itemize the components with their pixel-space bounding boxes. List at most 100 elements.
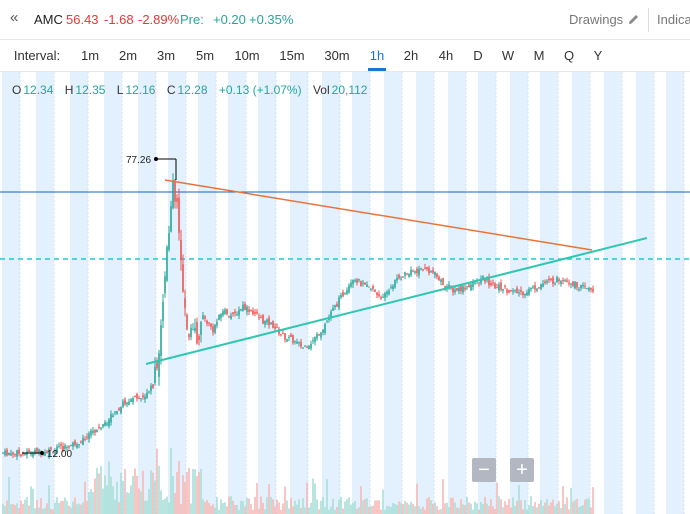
candle-body xyxy=(206,320,208,325)
zoom-out-button[interactable]: − xyxy=(472,458,496,482)
candle-body xyxy=(152,384,154,388)
drawings-button[interactable]: Drawings xyxy=(569,12,624,27)
candle-body xyxy=(384,293,386,298)
interval-1m[interactable]: 1m xyxy=(80,48,100,63)
interval-y[interactable]: Y xyxy=(593,48,603,63)
interval-2h[interactable]: 2h xyxy=(403,48,419,63)
candle-body xyxy=(410,269,412,276)
candle-body xyxy=(316,334,318,339)
price-chart[interactable]: 77.26 12.00 xyxy=(0,72,690,514)
interval-15m[interactable]: 15m xyxy=(279,48,305,63)
zoom-in-button[interactable]: + xyxy=(510,458,534,482)
volume-bar xyxy=(446,502,448,514)
interval-30m[interactable]: 30m xyxy=(324,48,350,63)
candle-body xyxy=(346,290,348,294)
volume-bar xyxy=(522,509,524,514)
interval-label: Interval: xyxy=(13,48,61,63)
volume-bar xyxy=(566,497,568,514)
volume-bar xyxy=(428,497,430,514)
upper-trendline[interactable] xyxy=(164,179,593,251)
volume-bar xyxy=(282,503,284,514)
candle-body xyxy=(250,310,252,312)
candle-body xyxy=(272,320,274,328)
volume-bar xyxy=(266,497,268,514)
pre-market-change-pct: +0.35% xyxy=(249,12,294,27)
lower-trendline[interactable] xyxy=(145,237,648,365)
volume-bar xyxy=(562,485,564,514)
interval-1h[interactable]: 1h xyxy=(369,48,385,63)
interval-d[interactable]: D xyxy=(473,48,483,63)
interval-w[interactable]: W xyxy=(501,48,515,63)
candle-body xyxy=(120,406,122,413)
pencil-icon[interactable] xyxy=(627,13,640,26)
volume-bar xyxy=(182,475,184,514)
volume-bar xyxy=(226,506,228,514)
open-value: 12.34 xyxy=(23,83,54,97)
candle-body xyxy=(284,333,286,340)
volume-bar xyxy=(318,509,320,514)
session-band xyxy=(540,72,558,514)
volume-bar xyxy=(134,468,136,514)
candle-body xyxy=(552,277,554,285)
candle-body xyxy=(382,296,384,298)
candle-body xyxy=(96,429,98,433)
volume-bar xyxy=(486,503,488,514)
volume-bar xyxy=(552,499,554,514)
symbol-name[interactable]: AMC xyxy=(34,12,63,27)
volume-bar xyxy=(584,499,586,514)
candle-body xyxy=(494,283,496,289)
candle-body xyxy=(546,280,548,283)
volume-bar xyxy=(132,475,134,514)
candle-body xyxy=(586,288,588,290)
active-interval-indicator xyxy=(368,68,386,71)
interval-5m[interactable]: 5m xyxy=(195,48,215,63)
volume-bar xyxy=(336,506,338,514)
volume-bar xyxy=(414,506,416,514)
volume-bar xyxy=(378,500,380,514)
candle-body xyxy=(378,293,380,297)
candle-body xyxy=(562,280,564,282)
interval-q[interactable]: Q xyxy=(563,48,575,63)
candle-body xyxy=(542,283,544,287)
indicators-button[interactable]: Indica xyxy=(657,12,690,27)
volume-bar xyxy=(306,482,308,514)
volume-bar xyxy=(456,507,458,514)
candle-body xyxy=(178,197,180,233)
candle-body xyxy=(444,286,446,288)
candle-body xyxy=(262,314,264,324)
candle-body xyxy=(212,326,214,333)
candle-body xyxy=(22,453,24,455)
volume-bar xyxy=(148,488,150,514)
interval-4h[interactable]: 4h xyxy=(438,48,454,63)
candle-body xyxy=(544,281,546,284)
volume-bar xyxy=(70,507,72,514)
candle-body xyxy=(10,453,12,456)
candle-body xyxy=(104,422,106,426)
candle-body xyxy=(342,292,344,297)
volume-bar xyxy=(156,448,158,514)
interval-3m[interactable]: 3m xyxy=(156,48,176,63)
volume-bar xyxy=(508,499,510,514)
volume-bar xyxy=(136,475,138,514)
interval-10m[interactable]: 10m xyxy=(234,48,260,63)
candle-body xyxy=(396,277,398,281)
pre-market-label: Pre: xyxy=(180,12,204,27)
candle-body xyxy=(434,271,436,276)
candle-body xyxy=(356,279,358,283)
candle-body xyxy=(28,449,30,453)
candle-body xyxy=(274,326,276,329)
volume-bar xyxy=(412,503,414,514)
volume-bar xyxy=(170,447,172,514)
volume-bar xyxy=(448,507,450,514)
volume-bar xyxy=(60,501,62,514)
volume-bar xyxy=(272,499,274,514)
candle-body xyxy=(260,317,262,319)
session-band xyxy=(258,72,276,514)
interval-2m[interactable]: 2m xyxy=(118,48,138,63)
candle-body xyxy=(106,423,108,425)
candle-body xyxy=(150,385,152,392)
candle-body xyxy=(306,346,308,348)
collapse-icon[interactable]: « xyxy=(10,9,19,26)
interval-m[interactable]: M xyxy=(533,48,545,63)
volume-bar xyxy=(140,491,142,514)
